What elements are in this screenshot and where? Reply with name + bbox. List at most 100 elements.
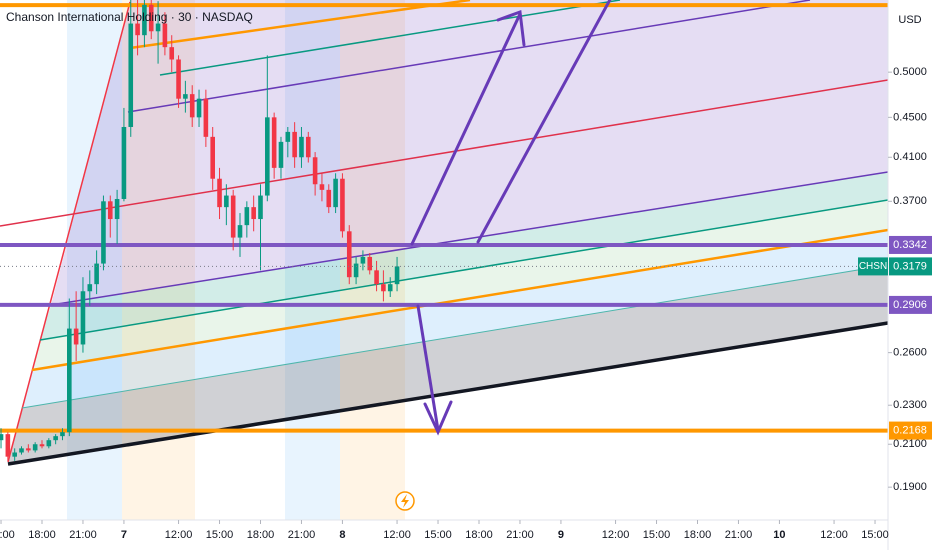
- candle-body: [237, 225, 243, 238]
- candle-body: [353, 263, 359, 278]
- price-label: 0.2906: [893, 299, 927, 311]
- y-tick-label: 0.4100: [893, 151, 927, 163]
- y-tick-label: 0.2300: [893, 399, 927, 411]
- candle-body: [217, 178, 222, 208]
- y-tick-label: 0.5000: [893, 66, 927, 78]
- arrow: [410, 12, 522, 246]
- candle-body: [135, 23, 140, 36]
- x-tick-label: 15:00: [206, 529, 234, 541]
- price-label-box: [889, 421, 932, 440]
- candle-body: [148, 4, 154, 32]
- candle-body: [244, 207, 250, 226]
- arrow-head: [423, 400, 453, 436]
- candle-body: [387, 284, 393, 292]
- candle-body: [305, 136, 311, 158]
- icon-bolt: [401, 494, 409, 508]
- x-tick-label: 15:00: [424, 529, 452, 541]
- candle-body: [299, 136, 304, 158]
- chart-title: Chanson International Holding · 30 · NAS…: [6, 10, 253, 24]
- candle-body: [107, 201, 113, 220]
- pitchfork-median: [0, 79, 888, 227]
- x-tick-label: 18:00: [684, 529, 712, 541]
- candle-body: [278, 141, 284, 168]
- candle-body: [210, 136, 215, 179]
- pitchfork-line: [129, 0, 471, 50]
- x-tick-label: 21:00: [288, 529, 316, 541]
- candle-body: [333, 178, 338, 208]
- candle-body: [196, 98, 202, 118]
- y-tick-label: 0.3700: [893, 195, 927, 207]
- x-tick-label: 15:00: [861, 529, 889, 541]
- x-tick-label: 12:00: [602, 529, 630, 541]
- candle-body: [114, 198, 120, 220]
- pitchfork-zone: [40, 172, 888, 340]
- arrow: [416, 304, 440, 432]
- price-marks: [0, 0, 888, 461]
- candle-body: [26, 448, 31, 451]
- candle-body: [176, 59, 181, 99]
- pitchfork-handle: [7, 1, 131, 463]
- pitchfork-line: [127, 0, 811, 113]
- x-tick-label: 12:00: [820, 529, 848, 541]
- x-tick-label: 7: [121, 529, 127, 541]
- last-price-box: [889, 257, 932, 276]
- currency-label: USD: [898, 14, 921, 26]
- candle-body: [326, 189, 332, 208]
- candle-body: [162, 23, 168, 48]
- candle-body: [80, 291, 86, 345]
- candle-body: [381, 284, 386, 292]
- pitchfork-zone: [8, 265, 888, 464]
- candle-body: [292, 131, 297, 158]
- x-tick-label: 21:00: [69, 529, 97, 541]
- candle-body: [230, 195, 236, 238]
- candle-body: [258, 195, 263, 220]
- drawings: [0, 0, 888, 520]
- candle-body: [73, 328, 79, 345]
- candle-body: [394, 266, 400, 285]
- price-label-box: [889, 235, 932, 254]
- candle-body: [53, 436, 58, 441]
- y-tick-label: 0.1900: [893, 481, 927, 493]
- candle-body: [251, 207, 256, 220]
- x-tick-label: 12:00: [383, 529, 411, 541]
- candle-body: [19, 448, 24, 453]
- price-label-box: [889, 295, 932, 314]
- price-label: 0.3342: [893, 239, 927, 251]
- candle-body: [346, 231, 352, 278]
- price-label: 0.2168: [893, 424, 927, 436]
- candle-body: [319, 184, 325, 190]
- candle-body: [374, 270, 379, 285]
- x-tick-label: 18:00: [247, 529, 275, 541]
- candle-body: [189, 94, 195, 118]
- arrow-head: [496, 9, 526, 47]
- y-tick-label: 0.2100: [893, 438, 927, 450]
- candle-body: [183, 94, 188, 99]
- y-tick-label: 0.2600: [893, 347, 927, 359]
- x-tick-label: 21:00: [506, 529, 534, 541]
- candle-body: [12, 452, 17, 457]
- pitchfork-line: [21, 264, 888, 409]
- y-tick-label: 0.4500: [893, 111, 927, 123]
- x-tick-label: 10: [773, 529, 785, 541]
- x-tick-label: 12:00: [165, 529, 193, 541]
- candle-body: [0, 434, 4, 441]
- candle-body: [340, 178, 345, 232]
- candle-body: [265, 117, 270, 196]
- session-band: [122, 0, 195, 520]
- pitchfork-line: [31, 228, 888, 372]
- candle-body: [5, 434, 11, 457]
- candle-body: [285, 131, 291, 142]
- candle-body: [367, 256, 373, 271]
- x-tick-label: 9: [558, 529, 564, 541]
- arrows: [410, 0, 612, 436]
- x-tick-label: 18:00: [28, 529, 56, 541]
- candle-body: [94, 263, 99, 285]
- candle-body: [87, 284, 93, 292]
- last-name: CHSN: [859, 261, 887, 272]
- candle-body: [271, 117, 277, 168]
- candle-body: [142, 4, 147, 36]
- arrow: [476, 0, 612, 244]
- candle-body: [155, 23, 161, 32]
- candle-body: [312, 157, 318, 185]
